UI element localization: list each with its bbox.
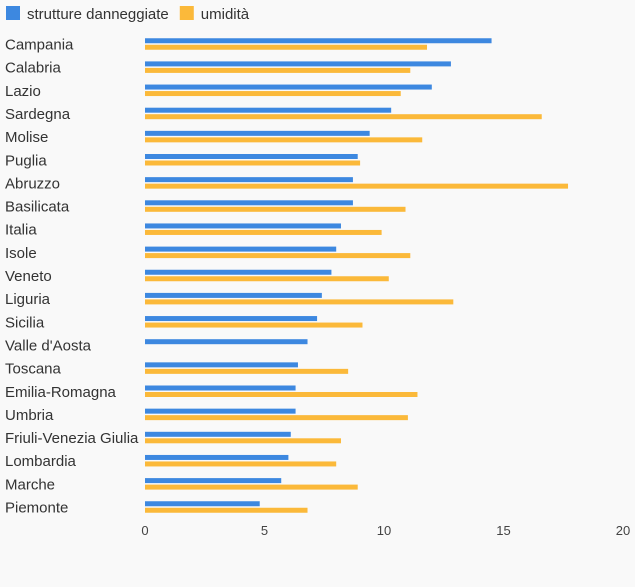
category-label: Sicilia	[5, 314, 45, 331]
bar-0-12	[145, 316, 318, 322]
bar-0-11	[145, 292, 322, 298]
bar-0-7	[145, 200, 353, 206]
bar-1-18	[145, 461, 337, 467]
category-label: Basilicata	[5, 199, 70, 216]
bar-0-3	[145, 107, 392, 113]
bar-0-9	[145, 246, 337, 252]
category-label: Veneto	[5, 268, 52, 285]
category-label: Molise	[5, 129, 48, 146]
x-tick-label: 0	[141, 523, 148, 538]
bar-0-20	[145, 501, 260, 507]
category-label: Isole	[5, 245, 37, 262]
category-label: Calabria	[5, 60, 62, 77]
bar-1-14	[145, 368, 349, 374]
category-label: Puglia	[5, 152, 47, 169]
bar-1-19	[145, 484, 358, 490]
bar-0-17	[145, 431, 291, 437]
bar-1-6	[145, 183, 569, 189]
legend-swatch-1	[179, 6, 194, 20]
legend-swatch-0	[6, 6, 20, 20]
bar-0-4	[145, 130, 370, 136]
category-label: Italia	[5, 222, 37, 239]
category-label: Umbria	[5, 407, 54, 424]
legend-label-0: strutture danneggiate	[27, 6, 169, 23]
x-axis-ticks: 0 5 10 15 20	[141, 523, 630, 538]
bar-0-0	[145, 38, 492, 44]
category-label: Emilia-Romagna	[5, 384, 117, 401]
bar-1-3	[145, 114, 542, 120]
x-tick-label: 10	[377, 523, 391, 538]
bar-0-15	[145, 385, 296, 391]
bar-1-16	[145, 415, 408, 421]
x-tick-label: 20	[616, 523, 630, 538]
bar-1-0	[145, 44, 428, 50]
bar-1-2	[145, 91, 401, 97]
category-label: Lazio	[5, 83, 41, 100]
bar-1-5	[145, 160, 361, 166]
category-label: Liguria	[5, 291, 51, 308]
category-label: Marche	[5, 476, 55, 493]
category-label: Lombardia	[5, 453, 77, 470]
bar-0-2	[145, 84, 432, 90]
bar-1-9	[145, 253, 411, 259]
bar-0-13	[145, 339, 308, 345]
category-label: Friuli-Venezia Giulia	[5, 430, 139, 447]
bar-0-6	[145, 177, 353, 183]
bar-0-10	[145, 269, 332, 275]
category-label: Campania	[5, 37, 74, 54]
bar-1-11	[145, 299, 454, 305]
category-labels: Campania Calabria Lazio Sardegna Molise Pugli…	[5, 37, 139, 517]
bar-1-17	[145, 438, 341, 444]
bar-0-14	[145, 362, 298, 368]
bar-1-4	[145, 137, 423, 143]
bar-1-15	[145, 392, 418, 397]
category-label: Abruzzo	[5, 175, 60, 192]
bars	[145, 38, 569, 513]
bar-0-8	[145, 223, 341, 229]
bar-1-7	[145, 206, 406, 212]
x-tick-label: 15	[496, 523, 510, 538]
x-tick-label: 5	[261, 523, 268, 538]
bar-1-1	[145, 67, 411, 73]
bar-0-1	[145, 61, 451, 67]
bar-0-16	[145, 408, 296, 414]
bar-0-18	[145, 454, 289, 460]
bar-1-10	[145, 276, 389, 282]
bar-1-20	[145, 507, 308, 513]
bar-0-5	[145, 154, 358, 159]
bar-1-8	[145, 229, 382, 235]
category-label: Sardegna	[5, 106, 71, 123]
category-label: Valle d'Aosta	[5, 337, 92, 354]
category-label: Piemonte	[5, 500, 68, 517]
legend-label-1: umidità	[201, 6, 250, 23]
bar-0-19	[145, 478, 282, 484]
category-label: Toscana	[5, 361, 62, 378]
legend: strutture danneggiate umidità	[6, 6, 250, 23]
bar-1-12	[145, 322, 363, 328]
